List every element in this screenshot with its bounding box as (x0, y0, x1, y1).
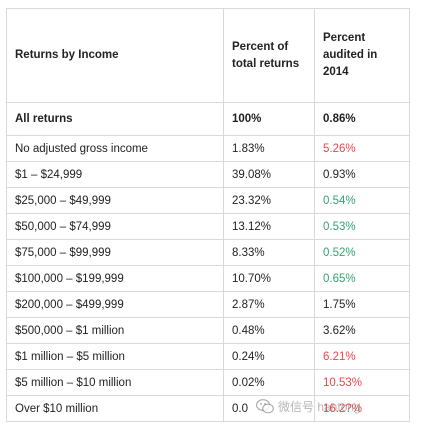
row-percent-audited: 0.65% (314, 265, 410, 292)
row-percent-total: 23.32% (223, 187, 315, 214)
table-row: $75,000 – $99,999 8.33% 0.52% (6, 239, 410, 266)
table-row: $1 – $24,999 39.08% 0.93% (6, 161, 410, 188)
table-row: $500,000 – $1 million 0.48% 3.62% (6, 317, 410, 344)
header-percent-audited: Percent audited in 2014 (314, 8, 410, 103)
row-label: $75,000 – $99,999 (6, 239, 224, 266)
row-percent-audited: 10.53% (314, 369, 410, 396)
row-percent-audited: 16.2?% (314, 395, 410, 422)
table-row: $50,000 – $74,999 13.12% 0.53% (6, 213, 410, 240)
row-label: $500,000 – $1 million (6, 317, 224, 344)
table-row: $1 million – $5 million 0.24% 6.21% (6, 343, 410, 370)
header-percent-total: Percent of total returns (223, 8, 315, 103)
row-percent-audited: 0.54% (314, 187, 410, 214)
row-percent-audited: 0.93% (314, 161, 410, 188)
row-percent-audited: 3.62% (314, 317, 410, 344)
row-percent-total: 39.08% (223, 161, 315, 188)
summary-percent-total: 100% (223, 102, 315, 136)
row-percent-audited: 6.21% (314, 343, 410, 370)
row-label: $1 – $24,999 (6, 161, 224, 188)
row-label: $25,000 – $49,999 (6, 187, 224, 214)
row-label: $200,000 – $499,999 (6, 291, 224, 318)
table-row: $25,000 – $49,999 23.32% 0.54% (6, 187, 410, 214)
row-percent-total: 10.70% (223, 265, 315, 292)
summary-row: All returns 100% 0.86% (6, 102, 410, 136)
row-percent-audited: 0.53% (314, 213, 410, 240)
row-percent-audited: 5.26% (314, 135, 410, 162)
row-label: $1 million – $5 million (6, 343, 224, 370)
row-percent-total: 13.12% (223, 213, 315, 240)
summary-percent-audited: 0.86% (314, 102, 410, 136)
table-row: $200,000 – $499,999 2.87% 1.75% (6, 291, 410, 318)
row-percent-audited: 1.75% (314, 291, 410, 318)
table-row: Over $10 million 0.0 16.2?% (6, 395, 410, 422)
row-percent-total: 0.02% (223, 369, 315, 396)
row-label: $5 million – $10 million (6, 369, 224, 396)
row-percent-total: 0.48% (223, 317, 315, 344)
summary-label: All returns (6, 102, 224, 136)
returns-audit-table: Returns by Income Percent of total retur… (6, 8, 410, 422)
row-percent-total: 1.83% (223, 135, 315, 162)
table-row: $100,000 – $199,999 10.70% 0.65% (6, 265, 410, 292)
header-income: Returns by Income (6, 8, 224, 103)
row-percent-total: 8.33% (223, 239, 315, 266)
table-header-row: Returns by Income Percent of total retur… (6, 8, 410, 103)
row-percent-total: 0.24% (223, 343, 315, 370)
row-percent-total: 2.87% (223, 291, 315, 318)
row-label: Over $10 million (6, 395, 224, 422)
row-label: $100,000 – $199,999 (6, 265, 224, 292)
row-percent-total: 0.0 (223, 395, 315, 422)
table-row: No adjusted gross income 1.83% 5.26% (6, 135, 410, 162)
row-label: $50,000 – $74,999 (6, 213, 224, 240)
row-percent-audited: 0.52% (314, 239, 410, 266)
table-row: $5 million – $10 million 0.02% 10.53% (6, 369, 410, 396)
row-label: No adjusted gross income (6, 135, 224, 162)
